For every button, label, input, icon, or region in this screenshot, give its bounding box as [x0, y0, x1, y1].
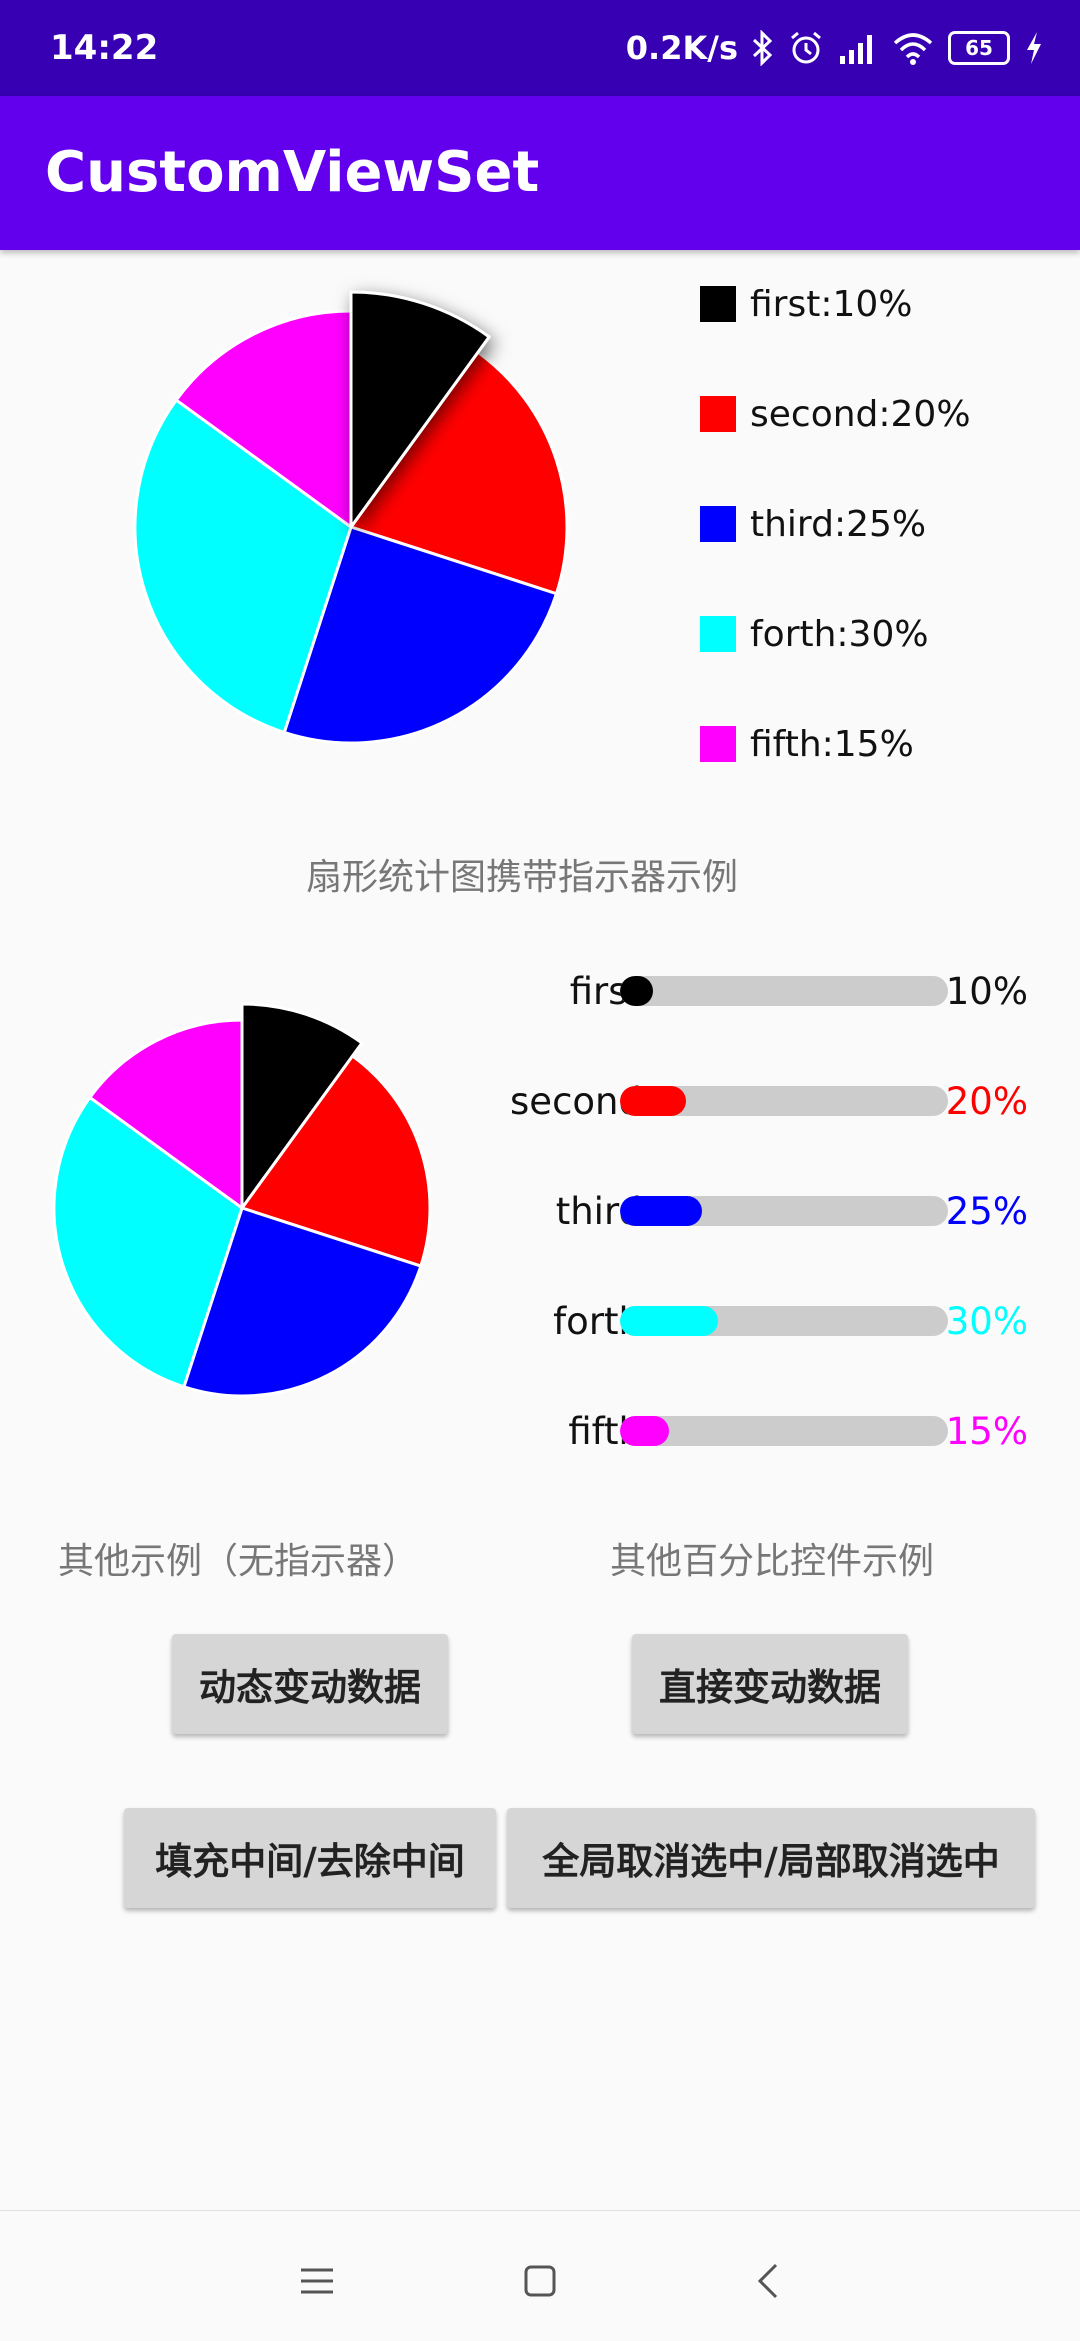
- legend-swatch: [700, 506, 736, 542]
- legend-swatch: [700, 616, 736, 652]
- legend-label: third:25%: [750, 503, 927, 545]
- fill-center-button[interactable]: 填充中间/去除中间: [124, 1808, 496, 1908]
- legend-label: first:10%: [750, 283, 913, 325]
- percent-bar-row: first 10%: [480, 966, 1060, 1016]
- percent-bar-track: [620, 1306, 948, 1336]
- pie-chart-with-indicator[interactable]: [133, 290, 570, 745]
- deselect-button[interactable]: 全局取消选中/局部取消选中: [507, 1808, 1035, 1908]
- alarm-icon: [791, 31, 821, 64]
- wifi-icon: [893, 33, 933, 65]
- legend-item: third:25%: [700, 503, 927, 545]
- percent-bar-value: 20%: [945, 1080, 1028, 1123]
- app-bar: CustomViewSet: [0, 96, 1080, 250]
- home-icon: [524, 2265, 556, 2297]
- signal-icon: [840, 35, 872, 64]
- percent-bar-fill: [620, 1306, 719, 1336]
- app-title: CustomViewSet: [45, 140, 540, 205]
- bluetooth-icon: [752, 30, 773, 66]
- status-bar: 14:22 0.2K/s 65: [0, 0, 1080, 96]
- percent-bar-row: second 20%: [480, 1076, 1060, 1126]
- status-icons: 0.2K/s 65: [626, 26, 1044, 70]
- bars-caption: 其他百分比控件示例: [610, 1541, 935, 1582]
- legend-item: fifth:15%: [700, 723, 914, 765]
- legend-item: forth:30%: [700, 613, 929, 655]
- percent-bar-fill: [620, 1086, 686, 1116]
- legend-label: forth:30%: [750, 613, 929, 655]
- percent-bar-track: [620, 1196, 948, 1226]
- percent-bar-fill: [620, 976, 653, 1006]
- percent-bar-track: [620, 1086, 948, 1116]
- pie-slice-third[interactable]: [282, 525, 558, 745]
- network-speed: 0.2K/s: [625, 29, 738, 67]
- navigation-bar: [0, 2210, 1080, 2341]
- percent-bar-row: third 25%: [480, 1186, 1060, 1236]
- legend-item: first:10%: [700, 283, 913, 325]
- menu-button[interactable]: [287, 2251, 347, 2311]
- pie-slice-second[interactable]: [349, 350, 569, 596]
- charging-icon: [1027, 32, 1041, 64]
- pie-slice-third[interactable]: [182, 1206, 423, 1398]
- back-icon: [757, 2263, 778, 2299]
- percent-bar-fill: [620, 1196, 702, 1226]
- pie-slice-second[interactable]: [240, 1054, 432, 1268]
- chart1-caption: 扇形统计图携带指示器示例: [306, 857, 739, 898]
- percent-bar-value: 15%: [945, 1410, 1028, 1453]
- percent-bar-value: 25%: [945, 1190, 1028, 1233]
- home-button[interactable]: [510, 2251, 570, 2311]
- percent-bar-fill: [620, 1416, 670, 1446]
- status-time: 14:22: [50, 28, 159, 68]
- legend-swatch: [700, 286, 736, 322]
- percent-bar-value: 10%: [945, 970, 1028, 1013]
- dynamic-change-button[interactable]: 动态变动数据: [172, 1634, 448, 1734]
- percent-bar-row: forth 30%: [480, 1296, 1060, 1346]
- pie-slice-first[interactable]: [349, 290, 491, 529]
- legend-swatch: [700, 726, 736, 762]
- pie-slice-first[interactable]: [240, 1002, 364, 1210]
- percent-bar-value: 30%: [945, 1300, 1028, 1343]
- percent-bar-track: [620, 976, 948, 1006]
- legend-item: second:20%: [700, 393, 971, 435]
- back-button[interactable]: [738, 2251, 798, 2311]
- percent-bar-row: fifth 15%: [480, 1406, 1060, 1456]
- pie-slice-fifth[interactable]: [174, 309, 353, 529]
- pie-chart-no-indicator[interactable]: [52, 1000, 435, 1400]
- battery-icon: 65: [948, 31, 1010, 65]
- direct-change-button[interactable]: 直接变动数据: [632, 1634, 908, 1734]
- pie-slice-forth[interactable]: [133, 398, 353, 734]
- pie-slice-forth[interactable]: [52, 1096, 244, 1389]
- legend-label: fifth:15%: [750, 723, 914, 765]
- legend-label: second:20%: [750, 393, 971, 435]
- chart2-caption: 其他示例（无指示器）: [58, 1541, 419, 1582]
- menu-icon: [301, 2268, 333, 2294]
- pie-slice-fifth[interactable]: [88, 1018, 244, 1210]
- legend-swatch: [700, 396, 736, 432]
- percent-bar-track: [620, 1416, 948, 1446]
